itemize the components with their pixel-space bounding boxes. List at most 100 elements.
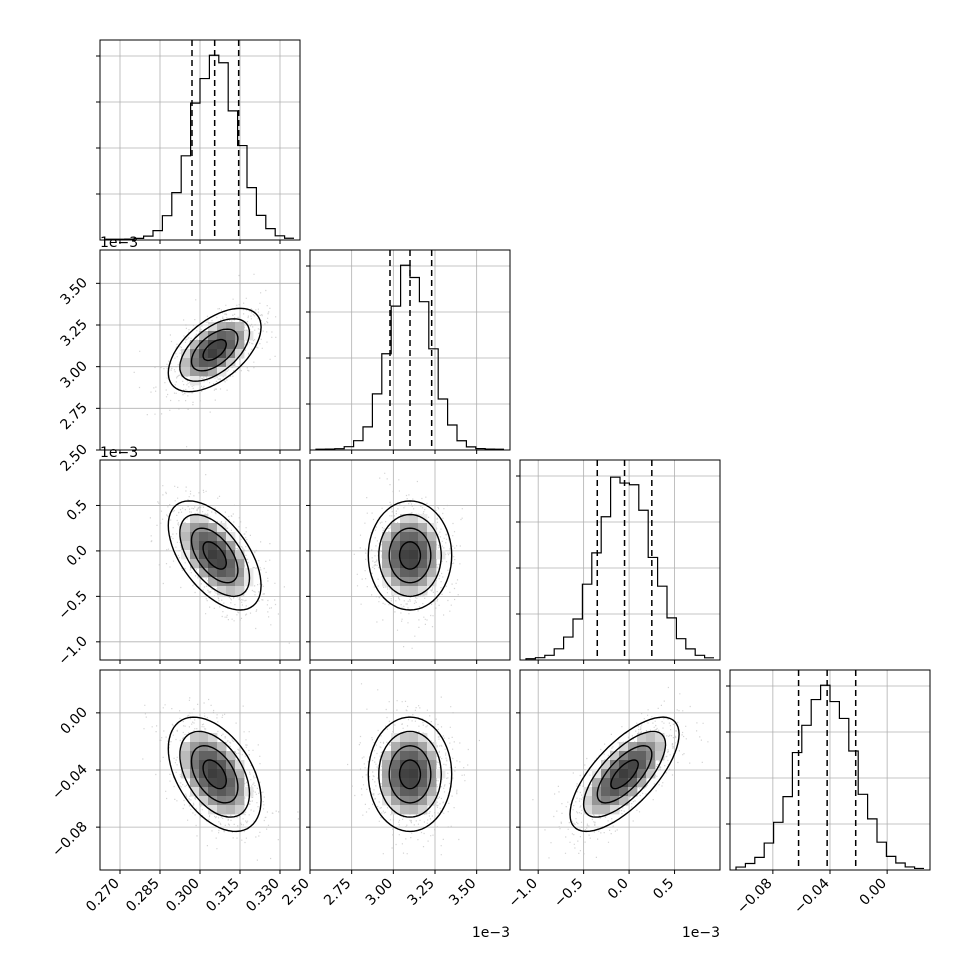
- density-cell: [400, 514, 410, 524]
- contour-0: [202, 338, 228, 362]
- density-cell: [208, 349, 218, 359]
- density-cell: [199, 742, 209, 752]
- density-cell: [427, 559, 437, 569]
- density-cell: [418, 550, 428, 560]
- density-cell: [199, 796, 209, 806]
- density-cell: [226, 550, 236, 560]
- density-cell: [382, 778, 392, 788]
- density-cell: [181, 751, 191, 761]
- density-cell: [208, 550, 218, 560]
- density-cell: [628, 769, 638, 779]
- density-cell: [190, 559, 200, 569]
- x-tick-label: 3.25: [404, 876, 437, 909]
- density-cell: [190, 751, 200, 761]
- density-cell: [190, 349, 200, 359]
- contour-1: [596, 744, 653, 804]
- density-cell: [208, 340, 218, 350]
- density-cell: [391, 742, 401, 752]
- density-cell: [610, 760, 620, 770]
- contour-0: [398, 541, 422, 570]
- density-cell: [400, 541, 410, 551]
- density-cell: [382, 568, 392, 578]
- density-cell: [217, 340, 227, 350]
- y-offset-label: 1e−3: [100, 235, 138, 251]
- contour-2: [378, 730, 443, 818]
- density-cell: [619, 796, 629, 806]
- histogram-panel-1: [306, 249, 511, 454]
- density-cell: [418, 586, 428, 596]
- density-cell: [190, 523, 200, 533]
- density-cell: [409, 805, 419, 815]
- y-tick-label: 3.25: [57, 317, 90, 350]
- histogram-panel-0: [96, 39, 301, 244]
- scatter-points: [353, 472, 463, 649]
- density-cell: [418, 532, 428, 542]
- histogram-3: [735, 684, 924, 870]
- y-tick-label: 2.50: [57, 442, 90, 475]
- density-cell: [208, 322, 218, 332]
- contour-2: [179, 318, 251, 382]
- density-cell: [418, 778, 428, 788]
- x-tick-label: 0.0: [605, 876, 632, 903]
- density-cell: [391, 778, 401, 788]
- density-cell: [418, 577, 428, 587]
- density-cell: [583, 787, 593, 797]
- density-cell: [592, 787, 602, 797]
- contour-0: [202, 759, 228, 790]
- density-cell: [427, 532, 437, 542]
- density-cell: [199, 340, 209, 350]
- density-cell: [217, 532, 227, 542]
- density-cell: [400, 586, 410, 596]
- density-cell: [190, 769, 200, 779]
- density-cell: [400, 751, 410, 761]
- density-cell: [235, 568, 245, 578]
- density-cell: [427, 778, 437, 788]
- contour-0: [610, 759, 639, 790]
- density-cell: [226, 541, 236, 551]
- density-cell: [208, 751, 218, 761]
- density-cell: [427, 769, 437, 779]
- density-cell: [427, 541, 437, 551]
- density-cell: [190, 514, 200, 524]
- density-cell: [226, 532, 236, 542]
- y-tick-label: 0.00: [57, 704, 90, 737]
- x-tick-label: 0.270: [83, 876, 123, 916]
- density-cell: [400, 778, 410, 788]
- density-cell: [217, 805, 227, 815]
- density-cell: [199, 733, 209, 743]
- density-cell: [235, 805, 245, 815]
- histogram-0: [105, 54, 294, 240]
- density-cell: [244, 787, 254, 797]
- density-cell: [382, 796, 392, 806]
- density-cell: [208, 541, 218, 551]
- density-cell: [199, 778, 209, 788]
- density-cell: [235, 577, 245, 587]
- scatter-panel-r1-c0: [96, 249, 301, 454]
- density-cell: [181, 769, 191, 779]
- density-cell: [190, 742, 200, 752]
- density-cell: [199, 532, 209, 542]
- x-tick-label: 3.50: [446, 876, 479, 909]
- density-cell: [217, 550, 227, 560]
- density-cell: [601, 760, 611, 770]
- density-cell: [646, 751, 656, 761]
- density-cell: [583, 796, 593, 806]
- histogram-2: [525, 476, 714, 660]
- density-cell: [217, 523, 227, 533]
- density-cell: [199, 331, 209, 341]
- density-cell: [217, 769, 227, 779]
- density-cell: [583, 805, 593, 815]
- density-cell: [190, 787, 200, 797]
- density-cell: [391, 769, 401, 779]
- density-cell: [199, 550, 209, 560]
- x-tick-label: −0.5: [551, 876, 586, 911]
- density-cell: [409, 550, 419, 560]
- density-cell: [208, 331, 218, 341]
- density-cell: [637, 733, 647, 743]
- density-cell: [208, 568, 218, 578]
- density-cell: [235, 787, 245, 797]
- density-cell: [181, 358, 191, 368]
- contour-1: [388, 527, 432, 584]
- density-cell: [235, 586, 245, 596]
- density-cell: [217, 760, 227, 770]
